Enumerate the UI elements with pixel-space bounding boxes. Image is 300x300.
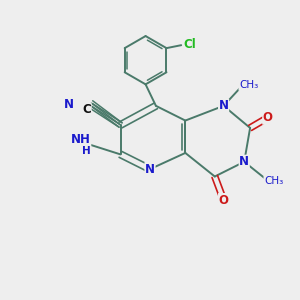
Text: NH: NH xyxy=(71,133,91,146)
Text: C: C xyxy=(82,103,91,116)
Text: N: N xyxy=(219,99,229,112)
Text: CH₃: CH₃ xyxy=(239,80,258,90)
Text: Cl: Cl xyxy=(183,38,196,51)
Text: O: O xyxy=(219,194,229,207)
Text: O: O xyxy=(263,111,273,124)
Text: N: N xyxy=(64,98,74,111)
Text: N: N xyxy=(145,163,155,176)
Text: N: N xyxy=(239,155,249,168)
Text: H: H xyxy=(82,146,91,157)
Text: CH₃: CH₃ xyxy=(264,176,283,186)
